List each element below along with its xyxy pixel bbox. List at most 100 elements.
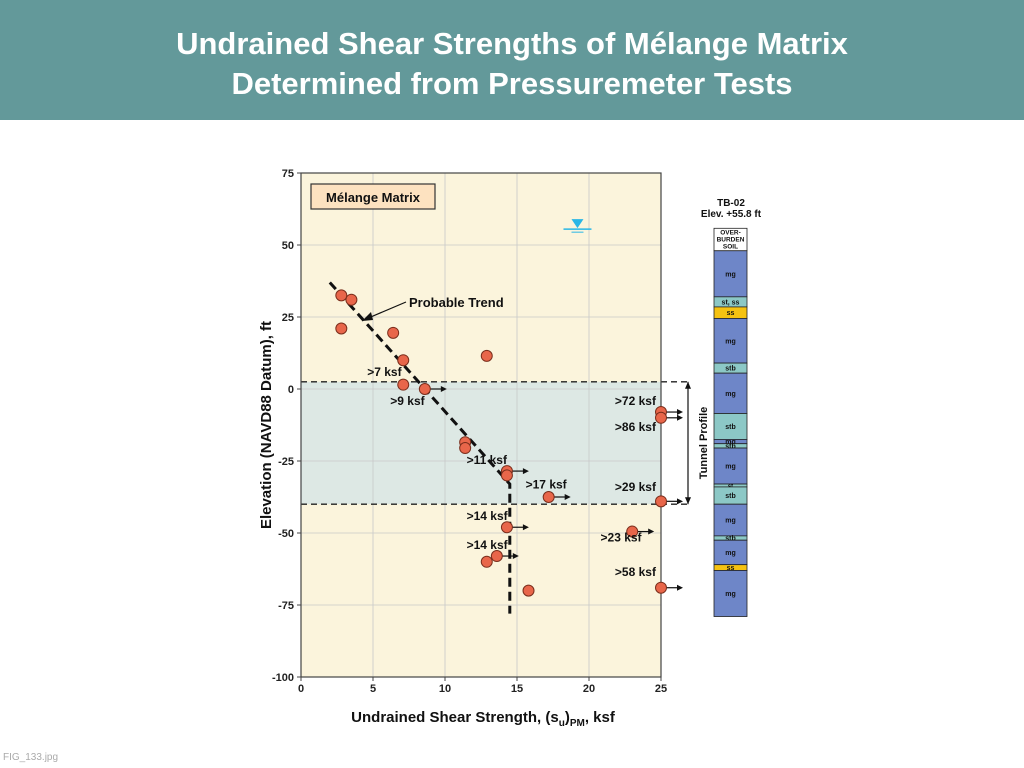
strength-annotation: >72 ksf — [615, 394, 657, 408]
boring-layer-label: stb — [725, 424, 736, 431]
data-point — [418, 383, 431, 395]
page-title-line-2: Determined from Pressuremeter Tests — [231, 66, 793, 101]
y-tick-label: -25 — [278, 456, 294, 468]
x-tick-label: 0 — [298, 683, 304, 695]
boring-layer-label: mg — [725, 338, 736, 345]
boring-layer-label-line: SOIL — [723, 243, 738, 250]
boring-layer-label: mg — [725, 518, 736, 525]
trend-leader-line — [365, 301, 407, 320]
boring-layer-label: ss — [727, 310, 735, 317]
lower-bound-arrowhead — [677, 584, 683, 591]
tunnel-profile-arrow-top — [685, 381, 691, 389]
data-point — [480, 349, 493, 362]
lower-bound-arrowhead — [440, 386, 447, 392]
strength-annotation: >86 ksf — [615, 420, 657, 434]
y-tick-label: 75 — [282, 168, 294, 180]
strength-annotation: >9 ksf — [390, 394, 425, 408]
strength-annotation: >29 ksf — [615, 480, 657, 494]
page-title-line-1: Undrained Shear Strengths of Mélange Mat… — [176, 26, 848, 61]
boring-layer-label: mg — [725, 439, 736, 446]
boring-layer-label: OVER-BURDEN SOIL — [717, 229, 745, 250]
lower-bound-arrowhead — [522, 468, 529, 475]
trend-line — [328, 281, 512, 614]
water-level-icon — [571, 219, 584, 229]
boring-layer-label: st, ss — [722, 299, 740, 306]
boring-layer-mg — [713, 250, 748, 298]
lower-bound-arrowhead — [648, 528, 655, 535]
data-point — [626, 525, 639, 538]
x-tick-label: 15 — [511, 683, 523, 695]
strength-annotation: >58 ksf — [615, 565, 657, 579]
data-point — [542, 491, 555, 503]
boring-layer-mg — [713, 570, 748, 617]
x-axis-label: Undrained Shear Strength, (su)PM, ksf — [351, 709, 616, 729]
strength-annotation: >17 ksf — [526, 477, 568, 491]
tunnel-zone-band — [301, 381, 661, 505]
boring-layer-label-line: BURDEN — [717, 236, 745, 243]
data-point — [500, 469, 513, 482]
legend-box — [310, 183, 436, 210]
strength-annotation: >11 ksf — [467, 453, 508, 467]
x-tick-label: 20 — [583, 683, 595, 695]
trend-label: Probable Trend — [409, 295, 504, 310]
x-tick-label: 25 — [655, 683, 667, 695]
boring-layer-label: mg — [725, 271, 736, 278]
data-point — [335, 289, 348, 302]
y-tick-label: 0 — [288, 384, 294, 396]
data-point — [480, 555, 493, 568]
y-tick-label: -50 — [278, 528, 294, 540]
x-tick-label: 10 — [439, 683, 451, 695]
boring-layer-mg — [713, 318, 748, 364]
boring-layer-label: mg — [725, 391, 736, 398]
boring-layer-mg — [713, 447, 748, 485]
x-axis-label-sub: u — [559, 718, 565, 729]
title-bar: Undrained Shear Strengths of Mélange Mat… — [0, 0, 1024, 120]
boring-layer-label-line: OVER- — [720, 229, 741, 236]
x-tick-label: 5 — [370, 683, 376, 695]
y-axis-label: Elevation (NAVD88 Datum), ft — [258, 321, 275, 529]
lower-bound-arrowhead — [677, 409, 683, 416]
boring-layer-label: mg — [725, 591, 736, 598]
boring-layer-mg — [713, 503, 748, 537]
strength-annotation: >14 ksf — [467, 538, 509, 552]
x-axis-label-paren: ) — [565, 709, 570, 726]
lower-bound-arrowhead — [564, 494, 571, 500]
data-point — [655, 581, 667, 594]
boring-layer-label: mg — [725, 464, 736, 471]
boring-layer-mg — [713, 539, 748, 566]
legend-box-label: Mélange Matrix — [326, 190, 421, 205]
data-point — [387, 326, 400, 339]
boring-layer-label: stb — [725, 366, 736, 373]
data-point — [522, 584, 535, 597]
lower-bound-arrowhead — [677, 414, 683, 421]
x-axis-label-unit: , ksf — [585, 709, 616, 726]
data-point — [335, 322, 348, 335]
lower-bound-arrowhead — [677, 498, 683, 505]
plot-frame — [300, 172, 662, 678]
boring-layer-label: ss — [727, 565, 735, 572]
lower-bound-arrowhead — [522, 524, 529, 531]
trend-leader-arrow — [362, 312, 373, 321]
tunnel-profile-arrow-bottom — [685, 497, 691, 505]
data-point — [655, 495, 667, 508]
boring-elevation: Elev. +55.8 ft — [701, 209, 762, 220]
y-tick-label: 25 — [282, 312, 294, 324]
data-point — [397, 354, 410, 367]
strength-annotation: >23 ksf — [601, 531, 643, 545]
data-point — [490, 550, 503, 563]
boring-layer-label: stb — [725, 443, 736, 450]
y-tick-label: 50 — [282, 240, 294, 252]
data-point — [459, 442, 472, 455]
data-point — [345, 293, 358, 306]
lower-bound-arrowhead — [512, 553, 519, 560]
x-axis-label-main: Undrained Shear Strength, (s — [351, 709, 559, 726]
strength-annotation: >14 ksf — [467, 509, 509, 523]
boring-layer-mg — [713, 372, 748, 414]
boring-name: TB-02 — [717, 198, 745, 209]
boring-layer-label: mg — [725, 550, 736, 557]
boring-layer-label: stb — [725, 493, 736, 500]
x-axis-label-sub-pm: PM — [570, 718, 585, 729]
boring-layer-label: stb — [725, 536, 736, 543]
figure-id: FIG_133.jpg — [3, 752, 59, 763]
